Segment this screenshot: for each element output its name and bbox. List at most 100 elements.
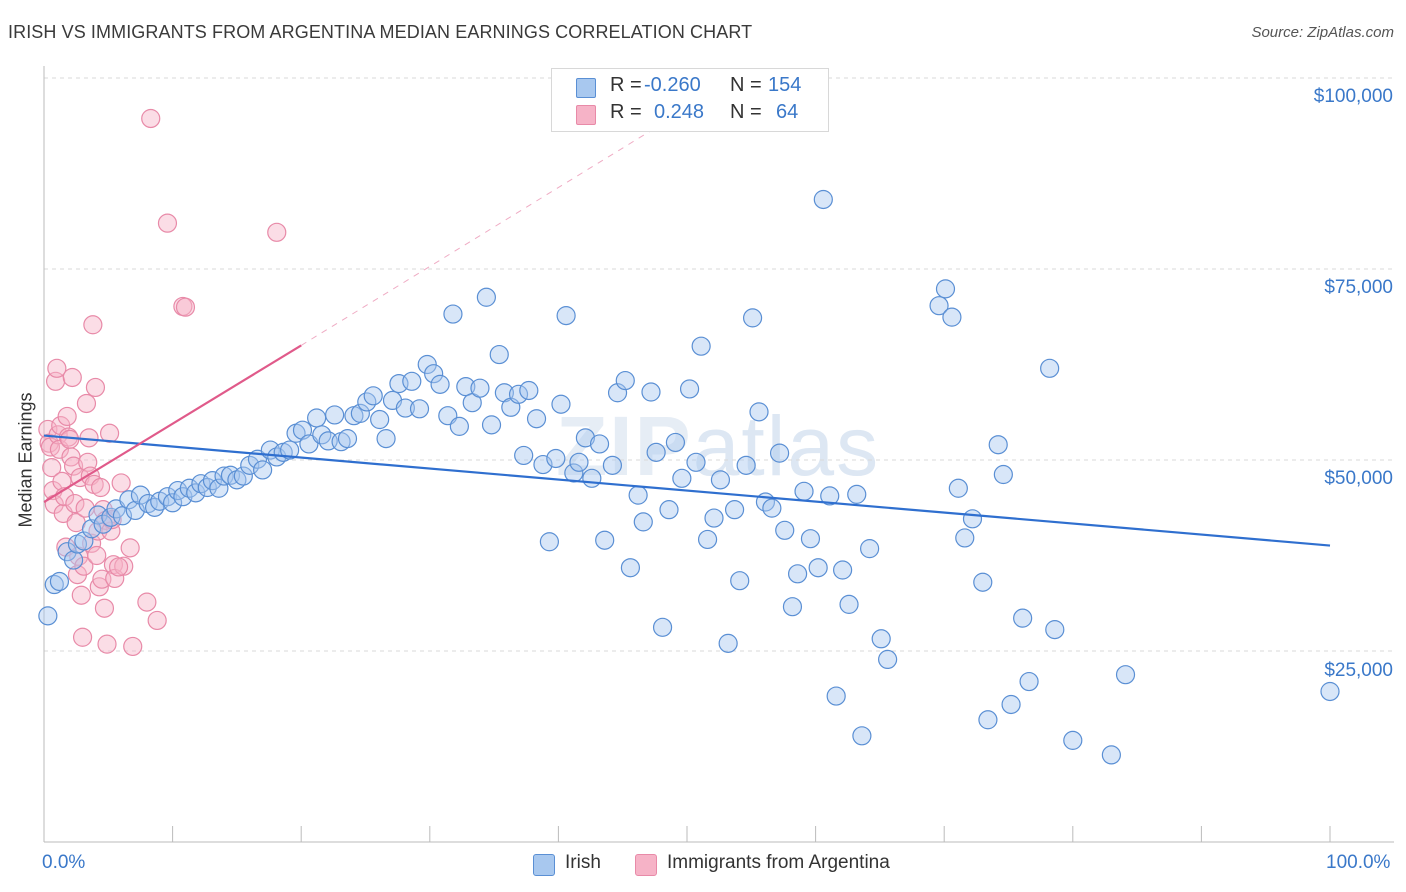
irish-point [119,490,139,510]
irish-point [337,429,358,449]
argentina-trend-solid [43,344,302,503]
irish-point [514,445,534,466]
argentina-trend-line [43,108,688,503]
irish-point [978,710,998,730]
legend-swatch-irish [576,78,596,98]
irish-point [44,574,64,595]
irish-point [787,564,808,584]
argentina-point [81,533,102,553]
irish-point [240,455,260,475]
irish-point [782,597,803,617]
correlation-legend: R = -0.260 N = 154 R = 0.248 N = 64 [551,68,829,132]
argentina-trend-extension [300,108,688,346]
argentina-point [87,545,107,566]
irish-point [363,386,383,406]
argentina-point [97,634,117,654]
irish-point [769,443,790,463]
argentina-point [90,477,111,498]
chart-title: IRISH VS IMMIGRANTS FROM ARGENTINA MEDIA… [8,22,753,42]
irish-point [63,550,84,570]
irish-trend-solid [43,434,1331,547]
irish-point [800,529,821,549]
argentina-point [94,598,115,618]
irish-point [595,530,615,550]
irish-point [736,455,756,475]
argentina-point [74,556,94,576]
x-tick-label-max: 100.0% [1326,852,1391,873]
irish-point [710,470,731,490]
y-tick-label-75000: $75,000 [1324,277,1393,298]
argentina-point [83,315,103,335]
legend-row-irish: R = -0.260 N = 154 [552,74,828,100]
argentina-point [76,393,97,414]
irish-point [93,514,113,534]
irish-point [794,481,814,501]
irish-point [973,572,993,592]
irish-point [325,405,345,425]
argentina-point [57,406,77,427]
irish-point [929,296,949,316]
argentina-point [47,358,67,378]
source-label: Source: ZipAtlas.com [1251,24,1394,41]
argentina-point [71,585,91,605]
irish-point [470,378,490,398]
irish-point [730,571,750,591]
irish-point [569,452,589,472]
irish-point [962,509,983,529]
irish-point [449,416,469,436]
legend-row-argentina: R = 0.248 N = 64 [552,101,828,127]
irish-point [724,500,745,520]
irish-point [307,408,327,428]
irish-point [955,528,975,548]
irish-point [620,558,641,578]
irish-point [575,428,596,448]
irish-trend-line [43,434,1331,547]
irish-point [443,304,463,324]
irish-point [551,394,571,414]
legend-n-value: 64 [776,101,799,123]
argentina-point [157,213,178,233]
irish-point [679,379,700,399]
legend-swatch-irish [533,854,555,876]
irish-point [163,493,183,513]
legend-label-irish: Irish [565,852,601,873]
y-tick-label-100000: $100,000 [1313,86,1393,107]
irish-point [424,364,444,384]
irish-point [839,594,859,614]
irish-point [1320,681,1340,702]
irish-point [38,606,58,626]
y-axis-label: Median Earnings [15,392,36,528]
irish-point [704,508,724,528]
legend-r-label: R = [610,74,642,96]
legend-swatch-argentina [576,105,596,125]
irish-point [508,384,529,404]
irish-point [253,460,273,480]
irish-point [665,432,686,453]
x-tick-label-min: 0.0% [42,852,86,873]
irish-point [948,478,968,498]
irish-point [526,409,547,429]
irish-point [1063,730,1083,750]
irish-point [628,485,648,505]
irish-point [993,464,1013,485]
legend-r-value: 0.248 [654,101,705,123]
irish-point [762,498,782,518]
legend-n-value: 154 [768,74,802,96]
irish-point [1101,745,1121,765]
irish-point [74,531,94,551]
irish-point [659,500,679,520]
irish-point [820,486,840,506]
irish-point [935,279,956,299]
irish-point [646,442,666,462]
irish-point [697,529,718,550]
legend-n-label: N = [730,74,762,96]
irish-point [476,287,496,307]
axes [43,66,1394,843]
y-tick-label-25000: $25,000 [1324,660,1393,681]
irish-point [871,629,891,649]
argentina-point [267,222,287,242]
irish-point [826,686,846,706]
irish-point [860,539,880,559]
irish-point [280,440,300,460]
